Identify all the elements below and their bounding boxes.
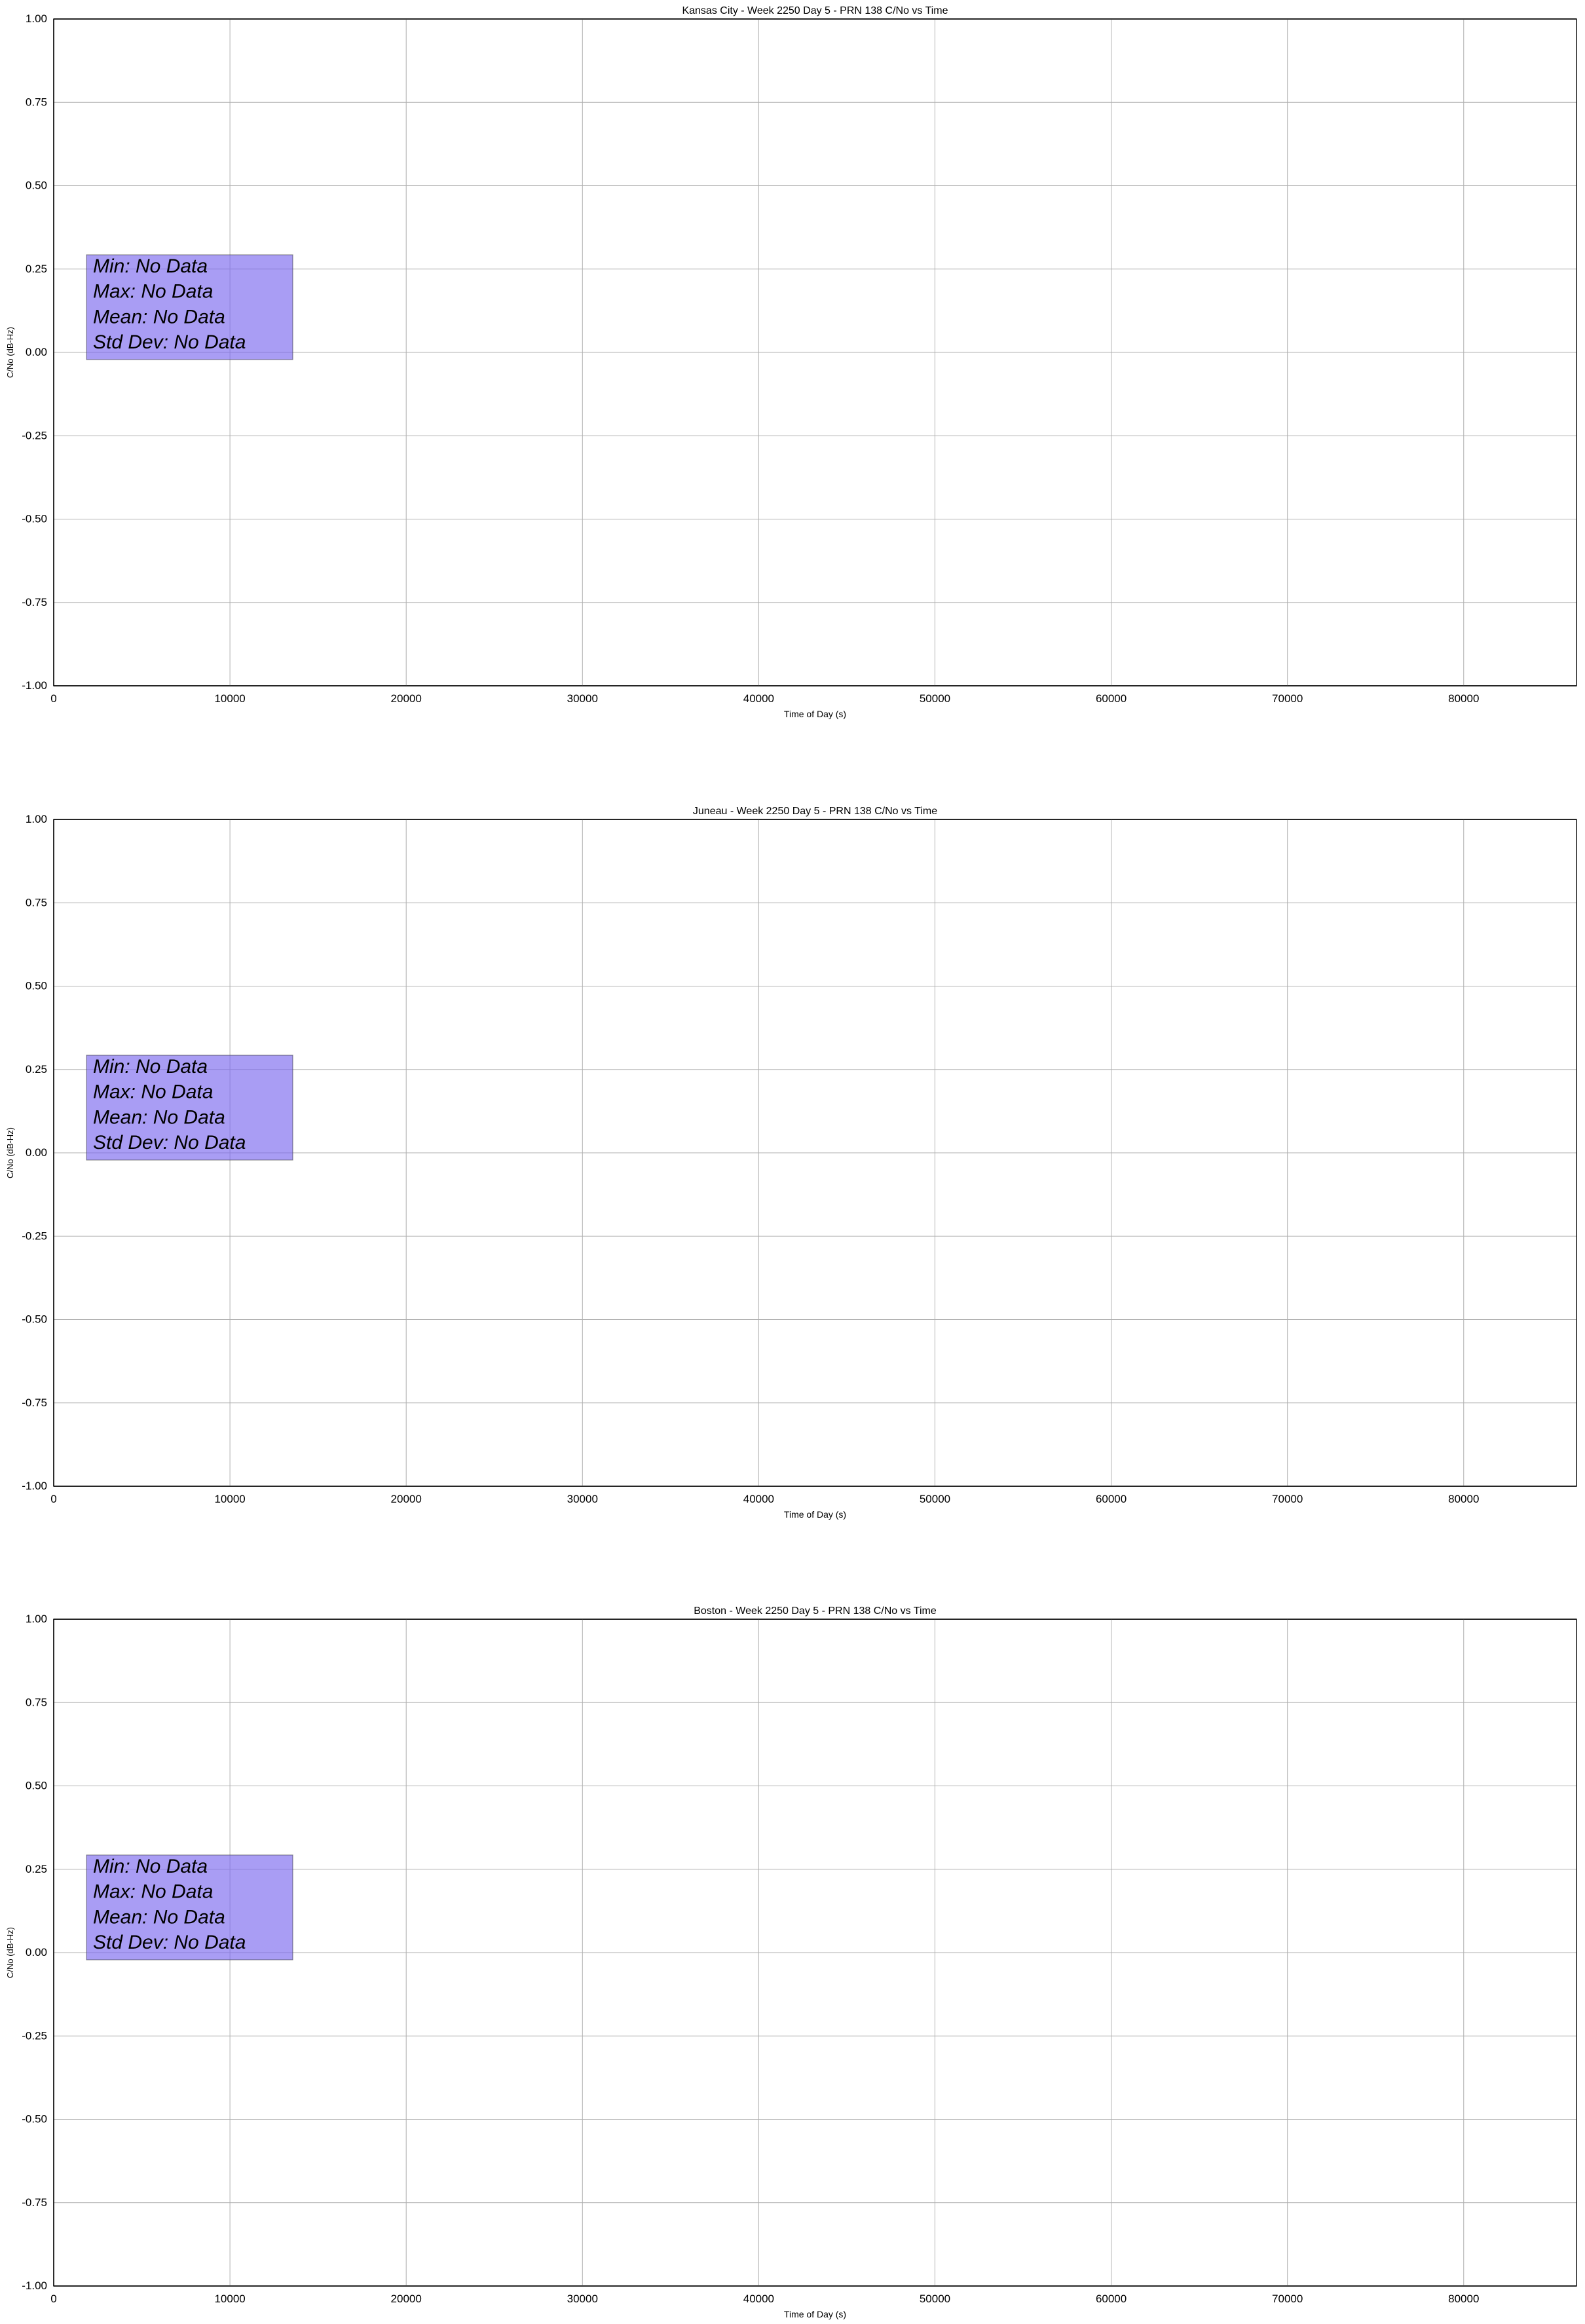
svg-text:0.25: 0.25 xyxy=(26,263,47,275)
svg-text:-0.25: -0.25 xyxy=(22,1229,47,1242)
svg-text:-0.50: -0.50 xyxy=(22,1313,47,1325)
svg-text:0.50: 0.50 xyxy=(26,979,47,992)
svg-text:-0.75: -0.75 xyxy=(22,1396,47,1408)
svg-text:0.25: 0.25 xyxy=(26,1062,47,1075)
svg-text:70000: 70000 xyxy=(1272,2293,1303,2305)
svg-text:Time of Day (s): Time of Day (s) xyxy=(784,709,846,719)
svg-text:10000: 10000 xyxy=(214,692,245,705)
svg-text:Boston - Week 2250 Day 5 - PRN: Boston - Week 2250 Day 5 - PRN 138 C/No … xyxy=(694,1605,937,1617)
svg-text:20000: 20000 xyxy=(391,692,422,705)
svg-text:Min: No Data: Min: No Data xyxy=(93,255,208,277)
svg-text:40000: 40000 xyxy=(743,692,774,705)
svg-text:80000: 80000 xyxy=(1448,1493,1479,1505)
svg-text:70000: 70000 xyxy=(1272,1493,1303,1505)
svg-text:40000: 40000 xyxy=(743,2293,774,2305)
svg-text:-0.50: -0.50 xyxy=(22,513,47,525)
svg-text:-1.00: -1.00 xyxy=(22,1480,47,1492)
svg-text:50000: 50000 xyxy=(920,1493,950,1505)
svg-text:60000: 60000 xyxy=(1096,1493,1127,1505)
svg-text:Max: No Data: Max: No Data xyxy=(93,281,213,303)
svg-text:-0.75: -0.75 xyxy=(22,2196,47,2209)
svg-text:0: 0 xyxy=(50,692,56,705)
svg-text:Mean: No Data: Mean: No Data xyxy=(93,306,225,328)
svg-text:Max: No Data: Max: No Data xyxy=(93,1081,213,1102)
svg-text:-1.00: -1.00 xyxy=(22,679,47,692)
svg-text:Mean: No Data: Mean: No Data xyxy=(93,1906,225,1928)
svg-text:0.00: 0.00 xyxy=(26,1946,47,1959)
svg-text:20000: 20000 xyxy=(391,1493,422,1505)
svg-text:1.00: 1.00 xyxy=(26,12,47,25)
svg-text:80000: 80000 xyxy=(1448,2293,1479,2305)
svg-text:1.00: 1.00 xyxy=(26,813,47,825)
svg-text:0.00: 0.00 xyxy=(26,346,47,358)
svg-text:10000: 10000 xyxy=(214,1493,245,1505)
svg-text:70000: 70000 xyxy=(1272,692,1303,705)
svg-text:50000: 50000 xyxy=(920,692,950,705)
svg-text:-0.25: -0.25 xyxy=(22,429,47,441)
svg-text:-0.25: -0.25 xyxy=(22,2029,47,2042)
svg-text:Std Dev: No Data: Std Dev: No Data xyxy=(93,1132,246,1153)
svg-text:50000: 50000 xyxy=(920,2293,950,2305)
svg-text:80000: 80000 xyxy=(1448,692,1479,705)
svg-text:0.75: 0.75 xyxy=(26,896,47,909)
svg-text:C/No (dB-Hz): C/No (dB-Hz) xyxy=(5,1927,15,1978)
svg-text:Std Dev: No Data: Std Dev: No Data xyxy=(93,1932,246,1953)
svg-text:20000: 20000 xyxy=(391,2293,422,2305)
svg-text:0.75: 0.75 xyxy=(26,1696,47,1708)
svg-text:60000: 60000 xyxy=(1096,692,1127,705)
svg-text:0: 0 xyxy=(50,2293,56,2305)
svg-text:Std Dev: No Data: Std Dev: No Data xyxy=(93,331,246,353)
svg-text:C/No (dB-Hz): C/No (dB-Hz) xyxy=(5,1127,15,1178)
svg-text:30000: 30000 xyxy=(567,692,598,705)
svg-text:Min: No Data: Min: No Data xyxy=(93,1056,208,1078)
svg-text:Min: No Data: Min: No Data xyxy=(93,1856,208,1877)
svg-text:30000: 30000 xyxy=(567,1493,598,1505)
svg-text:Time of Day (s): Time of Day (s) xyxy=(784,2309,846,2319)
svg-text:-1.00: -1.00 xyxy=(22,2279,47,2292)
svg-text:C/No (dB-Hz): C/No (dB-Hz) xyxy=(5,327,15,378)
svg-text:10000: 10000 xyxy=(214,2293,245,2305)
svg-text:0: 0 xyxy=(50,1493,56,1505)
svg-text:60000: 60000 xyxy=(1096,2293,1127,2305)
svg-text:40000: 40000 xyxy=(743,1493,774,1505)
svg-text:0.75: 0.75 xyxy=(26,96,47,108)
svg-text:30000: 30000 xyxy=(567,2293,598,2305)
svg-text:1.00: 1.00 xyxy=(26,1613,47,1625)
svg-text:Juneau - Week 2250 Day 5 - PRN: Juneau - Week 2250 Day 5 - PRN 138 C/No … xyxy=(693,806,937,817)
svg-text:0.00: 0.00 xyxy=(26,1146,47,1159)
svg-text:-0.50: -0.50 xyxy=(22,2113,47,2126)
svg-text:Time of Day (s): Time of Day (s) xyxy=(784,1509,846,1520)
svg-text:Kansas City - Week 2250 Day 5: Kansas City - Week 2250 Day 5 - PRN 138 … xyxy=(682,5,948,16)
svg-text:0.50: 0.50 xyxy=(26,179,47,192)
svg-text:-0.75: -0.75 xyxy=(22,596,47,609)
svg-text:Max: No Data: Max: No Data xyxy=(93,1881,213,1903)
svg-text:Mean: No Data: Mean: No Data xyxy=(93,1106,225,1128)
svg-text:0.25: 0.25 xyxy=(26,1863,47,1875)
svg-text:0.50: 0.50 xyxy=(26,1780,47,1792)
